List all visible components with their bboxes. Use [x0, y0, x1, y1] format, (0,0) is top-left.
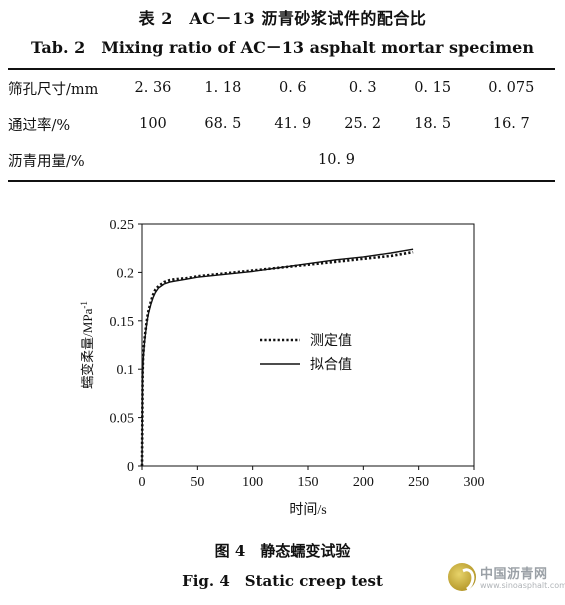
asphalt-logo-icon — [448, 563, 476, 591]
y-axis-label: 蠕变柔量/MPa-1 — [79, 301, 95, 389]
y-tick-label: 0 — [127, 460, 134, 475]
y-tick-label: 0.1 — [117, 363, 135, 378]
x-axis-label: 时间/s — [289, 502, 326, 518]
table-cell: 18. 5 — [414, 116, 452, 132]
row-label-passing: 通过率/% — [8, 117, 71, 134]
asphalt-content-value: 10. 9 — [318, 152, 355, 168]
legend-label: 拟合值 — [310, 357, 352, 373]
series-line-fitted — [141, 248, 414, 467]
table-cell: 2. 36 — [134, 80, 172, 96]
table-cell: 0. 6 — [278, 80, 307, 96]
table-row: 筛孔尺寸/mm 2. 36 1. 18 0. 6 0. 3 0. 15 0. 0… — [8, 70, 555, 106]
table-cell: 1. 18 — [204, 80, 242, 96]
y-tick-label: 0.2 — [117, 266, 135, 281]
series-line-measured — [140, 250, 414, 467]
y-tick-label: 0.05 — [110, 412, 135, 427]
figure-caption-cn: 图 4 静态蠕变试验 — [214, 542, 351, 560]
row-label-asphalt: 沥青用量/% — [8, 153, 85, 170]
x-tick-label: 50 — [190, 475, 204, 490]
table-caption-cn: 表 2 AC－13 沥青砂浆试件的配合比 — [138, 9, 427, 28]
x-tick-label: 0 — [139, 475, 146, 490]
table-row: 沥青用量/% 10. 9 — [8, 142, 555, 178]
figure-caption-en: Fig. 4 Static creep test — [182, 572, 383, 590]
y-axis-label-superscript: -1 — [79, 301, 89, 309]
plot-frame — [141, 223, 475, 467]
watermark: 中国沥青网 www.sinoasphalt.com — [448, 561, 565, 597]
x-tick-label: 250 — [408, 475, 429, 490]
table-row: 通过率/% 100 68. 5 41. 9 25. 2 18. 5 16. 7 — [8, 106, 555, 142]
table-caption-en: Tab. 2 Mixing ratio of AC－13 asphalt mor… — [31, 38, 534, 57]
table-top-rule — [8, 68, 555, 70]
table-cell: 68. 5 — [204, 116, 242, 132]
x-tick-label: 100 — [242, 475, 263, 490]
creep-chart: 0 50 100 150 200 250 300 0 0.05 0.1 0.15 0.2 0.25 时间/… — [79, 218, 485, 518]
mixing-ratio-table: 筛孔尺寸/mm 2. 36 1. 18 0. 6 0. 3 0. 15 0. 0… — [8, 70, 555, 178]
table-cell: 0. 3 — [348, 80, 377, 96]
x-tick-label: 300 — [464, 475, 485, 490]
table-cell: 16. 7 — [492, 116, 530, 132]
row-label-sieve: 筛孔尺寸/mm — [8, 81, 99, 98]
table-cell: 0. 075 — [488, 80, 535, 96]
watermark-url: www.sinoasphalt.com — [480, 581, 565, 590]
legend-label: 测定值 — [310, 333, 352, 349]
y-tick-label: 0.25 — [110, 218, 135, 233]
table-cell: 0. 15 — [414, 80, 452, 96]
y-tick-label: 0.15 — [110, 315, 135, 330]
table-cell: 100 — [139, 116, 167, 132]
watermark-name: 中国沥青网 — [480, 567, 548, 582]
table-cell: 25. 2 — [344, 116, 382, 132]
table-cell: 41. 9 — [274, 116, 312, 132]
table-bottom-rule — [8, 180, 555, 182]
x-tick-label: 150 — [298, 475, 319, 490]
x-tick-label: 200 — [353, 475, 374, 490]
